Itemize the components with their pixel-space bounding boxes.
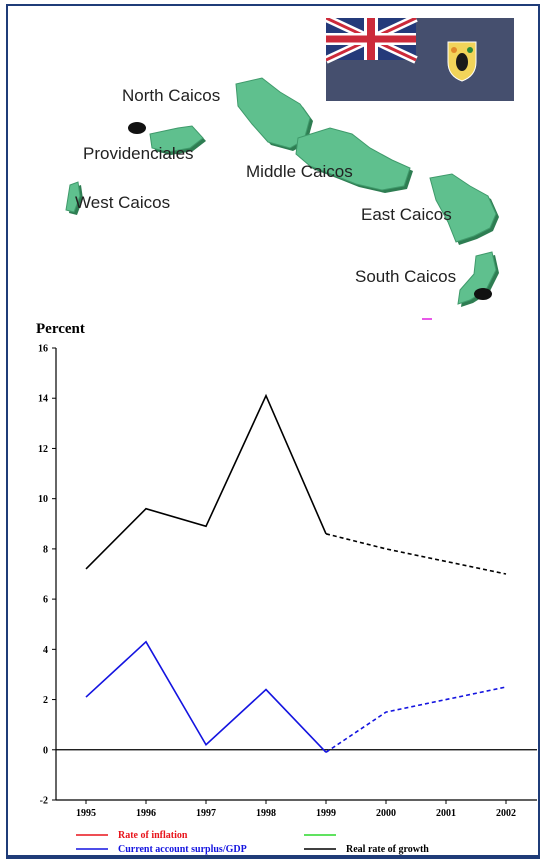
y-tick-label: 8: [43, 544, 48, 555]
series-line-actual-3: [85, 393, 327, 570]
label-east-caicos: East Caicos: [361, 205, 452, 224]
x-tick-label: 1995: [76, 808, 96, 819]
east-caicos-island: [429, 173, 497, 243]
y-tick-label: 2: [43, 695, 48, 706]
flag-shield-icon: [447, 41, 477, 82]
y-tick-label: 4: [43, 645, 48, 656]
y-ticks: -2 0 2 4 6 8 10 12 14 16: [38, 344, 56, 807]
y-tick-label: 10: [38, 494, 48, 505]
providenciales-marker: [128, 122, 146, 134]
x-tick-label: 1998: [256, 808, 276, 819]
series-line-projected-1: [325, 686, 507, 753]
bottom-rule: [6, 855, 540, 859]
legend-label: Rate of inflation: [118, 830, 188, 841]
chart-axes: [55, 348, 537, 801]
x-tick-label: 2000: [376, 808, 396, 819]
x-tick-label: 2002: [496, 808, 516, 819]
x-tick-label: 1996: [136, 808, 156, 819]
x-tick-label: 2001: [436, 808, 456, 819]
y-tick-label: -2: [40, 796, 48, 807]
x-tick-label: 1997: [196, 808, 216, 819]
growth-chart: Percent -2 0 2 4 6 8 10 12 14 16 1995 1996 1997 1998…: [36, 321, 537, 855]
label-west-caicos: West Caicos: [75, 193, 171, 212]
label-south-caicos: South Caicos: [355, 267, 457, 286]
x-ticks: 1995 1996 1997 1998 1999 2000 2001 2002: [76, 800, 516, 819]
chart-legend: Rate of inflation Current account surplus…: [76, 830, 429, 855]
label-providenciales: Providenciales: [83, 144, 194, 163]
label-north-caicos: North Caicos: [122, 86, 221, 105]
south-caicos-marker: [474, 288, 492, 300]
y-tick-label: 0: [43, 745, 48, 756]
series-line-actual-1: [85, 640, 327, 753]
y-tick-label: 16: [38, 344, 48, 355]
legend-label: Real rate of growth: [346, 844, 429, 855]
chart-series: [85, 393, 507, 753]
label-middle-caicos: Middle Caicos: [246, 162, 353, 181]
y-tick-label: 14: [38, 394, 48, 405]
y-tick-label: 12: [38, 444, 48, 455]
y-tick-label: 6: [43, 595, 48, 606]
legend-label: Current account surplus/GDP: [118, 844, 247, 855]
islands-map: North Caicos Providenciales West Caicos …: [0, 0, 547, 320]
west-caicos-island: [65, 181, 81, 213]
x-tick-label: 1999: [316, 808, 336, 819]
series-line-projected-3: [325, 533, 507, 575]
middle-caicos-island: [295, 127, 411, 191]
providenciales-island: [149, 125, 204, 153]
south-caicos-island: [457, 251, 497, 305]
islands-map-shapes: [65, 77, 499, 320]
turks-caicos-flag: [326, 18, 514, 101]
y-axis-title: Percent: [36, 321, 85, 337]
